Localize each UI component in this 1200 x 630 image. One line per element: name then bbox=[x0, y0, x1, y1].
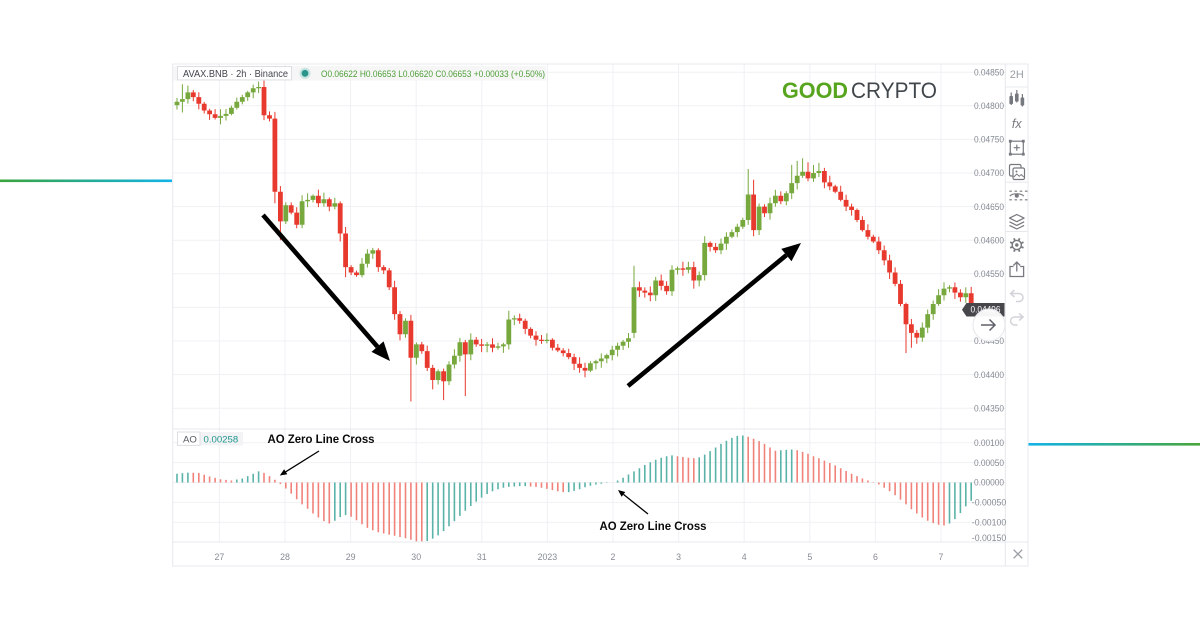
svg-text:0.04850: 0.04850 bbox=[974, 67, 1004, 77]
svg-text:2H: 2H bbox=[1010, 69, 1024, 81]
svg-text:27: 27 bbox=[215, 552, 225, 562]
svg-text:0.04350: 0.04350 bbox=[974, 403, 1004, 413]
svg-text:30: 30 bbox=[411, 552, 421, 562]
svg-text:0.04800: 0.04800 bbox=[974, 101, 1004, 111]
svg-text:AO Zero Line Cross: AO Zero Line Cross bbox=[600, 519, 707, 533]
svg-text:5: 5 bbox=[807, 552, 812, 562]
svg-text:fx: fx bbox=[1012, 117, 1022, 131]
svg-text:0.04550: 0.04550 bbox=[974, 269, 1004, 279]
svg-text:3: 3 bbox=[676, 552, 681, 562]
svg-text:31: 31 bbox=[477, 552, 487, 562]
svg-text:AO: AO bbox=[183, 434, 197, 445]
svg-text:0.04600: 0.04600 bbox=[974, 235, 1004, 245]
svg-text:0.00050: 0.00050 bbox=[974, 458, 1004, 468]
svg-text:CRYPTO: CRYPTO bbox=[851, 78, 937, 103]
svg-text:4: 4 bbox=[742, 552, 747, 562]
svg-text:-0.00050: -0.00050 bbox=[972, 498, 1006, 508]
svg-text:AVAX.BNB · 2h · Binance: AVAX.BNB · 2h · Binance bbox=[183, 69, 288, 80]
svg-text:-0.00150: -0.00150 bbox=[972, 533, 1006, 543]
svg-text:7: 7 bbox=[939, 552, 944, 562]
svg-text:GOOD: GOOD bbox=[782, 78, 848, 103]
svg-text:0.00258: 0.00258 bbox=[204, 434, 239, 445]
svg-text:-0.00100: -0.00100 bbox=[972, 518, 1006, 528]
svg-text:0.04650: 0.04650 bbox=[974, 202, 1004, 212]
svg-text:6: 6 bbox=[873, 552, 878, 562]
svg-text:29: 29 bbox=[346, 552, 356, 562]
svg-text:2: 2 bbox=[611, 552, 616, 562]
svg-text:0.00000: 0.00000 bbox=[974, 478, 1004, 488]
svg-text:O0.06622 H0.06653 L0.06620 C0.: O0.06622 H0.06653 L0.06620 C0.06653 +0.0… bbox=[321, 69, 545, 80]
svg-text:0.00100: 0.00100 bbox=[974, 438, 1004, 448]
svg-text:AO Zero Line Cross: AO Zero Line Cross bbox=[268, 432, 375, 446]
svg-text:28: 28 bbox=[280, 552, 290, 562]
svg-text:2023: 2023 bbox=[538, 552, 558, 562]
svg-text:0.04400: 0.04400 bbox=[974, 370, 1004, 380]
svg-text:0.04700: 0.04700 bbox=[974, 168, 1004, 178]
svg-text:0.04750: 0.04750 bbox=[974, 135, 1004, 145]
